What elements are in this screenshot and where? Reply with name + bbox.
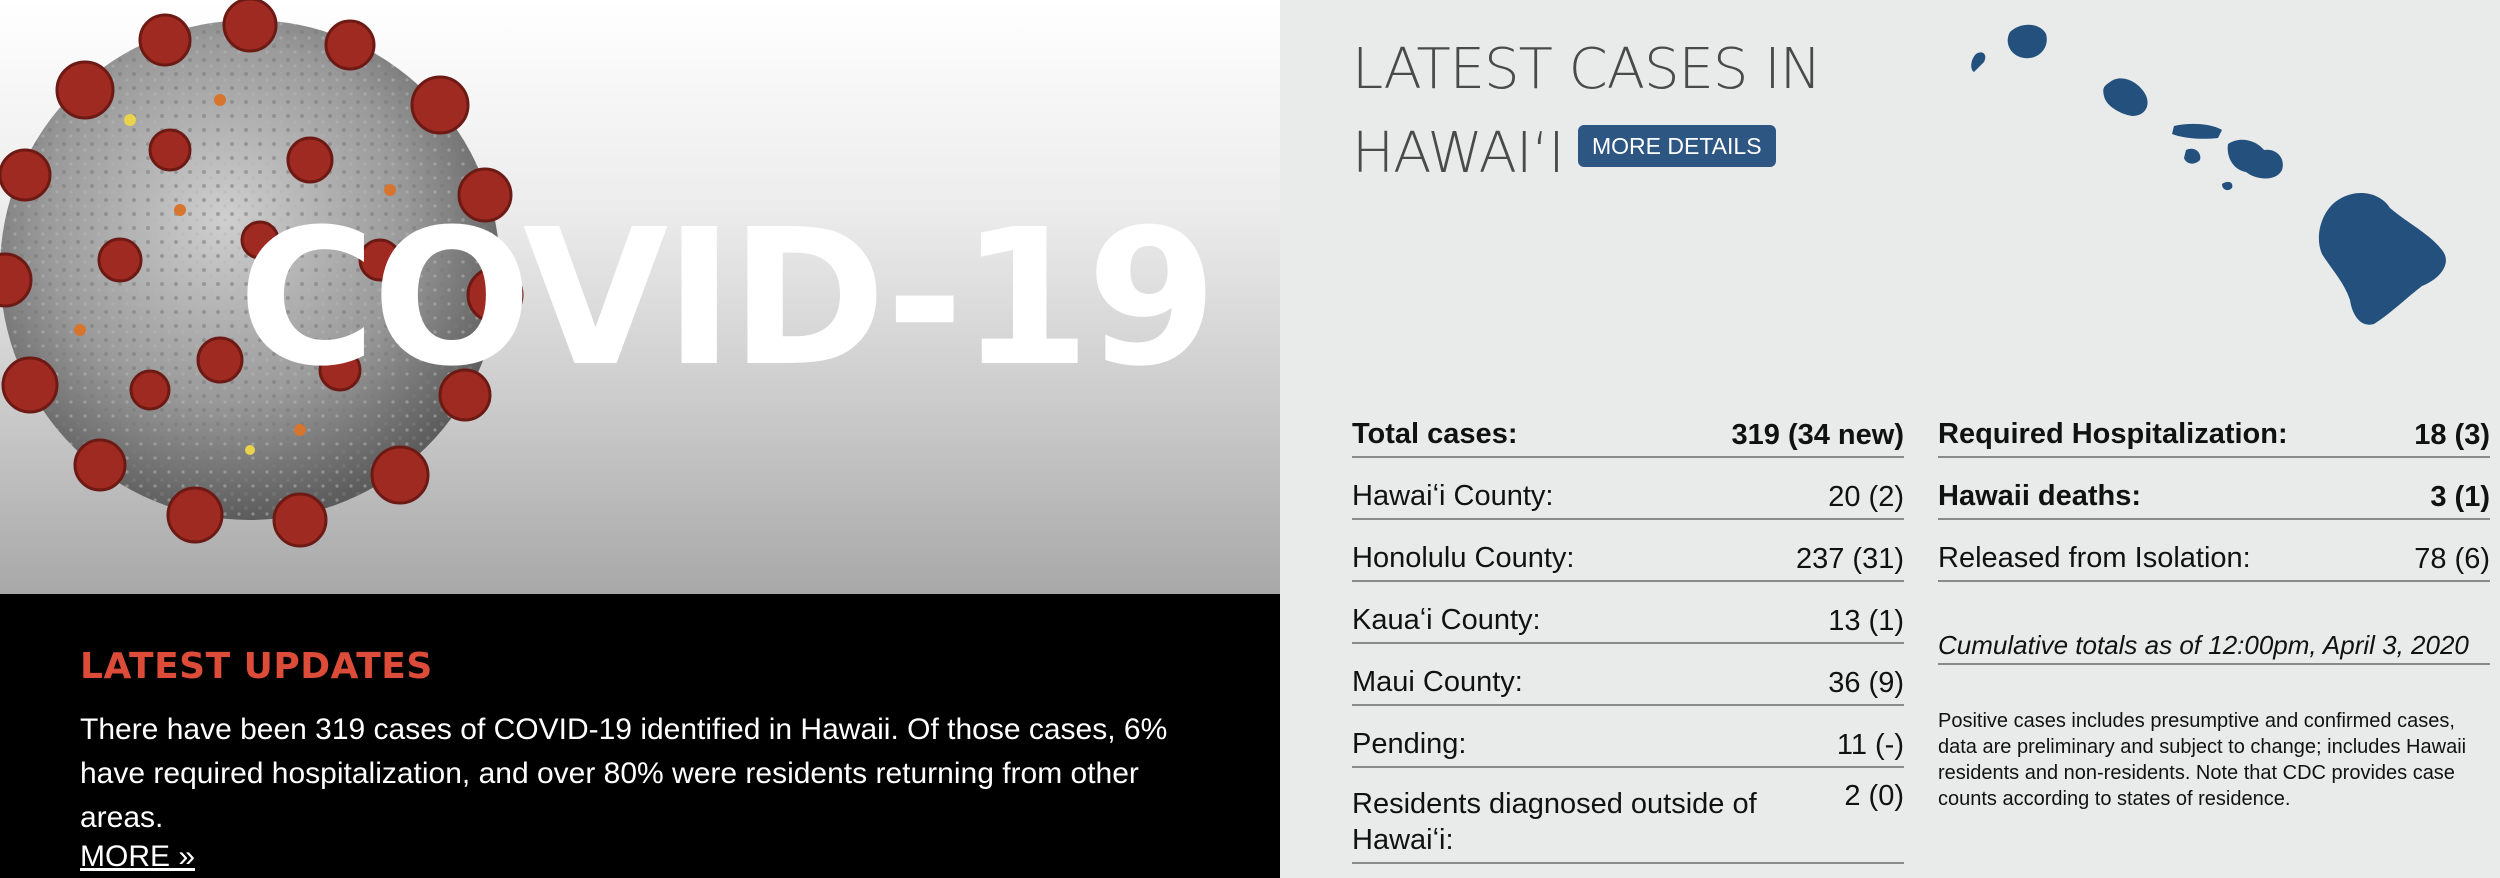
stat-row-kauai-county: Kauaʻi County: 13 (1) — [1352, 586, 1904, 644]
title-line-2: HAWAIʻI — [1352, 121, 1565, 186]
stat-label: Pending: — [1352, 728, 1467, 760]
stat-row-hospitalization: Required Hospitalization: 18 (3) — [1938, 400, 2490, 458]
stat-value: 18 (3) — [2414, 419, 2490, 451]
stat-row-hawaii-county: Hawaiʻi County: 20 (2) — [1352, 462, 1904, 520]
latest-updates-heading: LATEST UPDATES — [80, 646, 433, 687]
coronavirus-illustration — [0, 0, 524, 548]
stat-row-maui-county: Maui County: 36 (9) — [1352, 648, 1904, 706]
stat-value: 78 (6) — [2414, 543, 2490, 575]
title-line-1: LATEST CASES IN — [1352, 37, 1822, 102]
more-link[interactable]: MORE » — [80, 840, 196, 873]
cumulative-totals-note: Cumulative totals as of 12:00pm, April 3… — [1938, 630, 2490, 665]
stat-value: 20 (2) — [1828, 481, 1904, 513]
stat-value: 2 (0) — [1844, 780, 1904, 812]
stat-label: Honolulu County: — [1352, 542, 1575, 574]
stat-label: Hawaiʻi County: — [1352, 480, 1554, 512]
hero-title: COVID-19 — [238, 189, 1217, 408]
stat-value: 11 (-) — [1836, 729, 1904, 761]
stat-row-total: Total cases: 319 (34 new) — [1352, 400, 1904, 458]
latest-updates-text: There have been 319 cases of COVID-19 id… — [80, 713, 1168, 834]
hero-banner: COVID-19 — [0, 0, 1280, 594]
stat-value: 3 (1) — [2430, 481, 2490, 513]
stat-label: Residents diagnosed outside of Hawaiʻi: — [1352, 788, 1757, 856]
stat-label: Maui County: — [1352, 666, 1523, 698]
stat-value: 13 (1) — [1828, 605, 1904, 637]
stat-value: 237 (31) — [1795, 543, 1904, 575]
latest-cases-title: LATEST CASES IN HAWAIʻI — [1352, 28, 1822, 196]
stat-value: 36 (9) — [1828, 667, 1904, 699]
latest-updates-section: LATEST UPDATES There have been 319 cases… — [0, 594, 1280, 878]
stat-label: Released from Isolation: — [1938, 542, 2251, 574]
stat-row-pending: Pending: 11 (-) — [1352, 710, 1904, 768]
stat-label: Required Hospitalization: — [1938, 418, 2288, 450]
hawaii-islands-map-icon — [1971, 24, 2446, 325]
more-details-button[interactable]: MORE DETAILS — [1578, 125, 1776, 167]
stat-row-honolulu-county: Honolulu County: 237 (31) — [1352, 524, 1904, 582]
stat-label: Hawaii deaths: — [1938, 480, 2142, 512]
summary-stats: Required Hospitalization: 18 (3) Hawaii … — [1938, 400, 2490, 586]
county-stats: Total cases: 319 (34 new) Hawaiʻi County… — [1352, 400, 1904, 868]
case-disclaimer: Positive cases includes presumptive and … — [1938, 710, 2467, 810]
stat-value: 319 (34 new) — [1731, 419, 1904, 451]
stat-label: Kauaʻi County: — [1352, 604, 1541, 636]
stat-row-released: Released from Isolation: 78 (6) — [1938, 524, 2490, 582]
stat-label: Total cases: — [1352, 418, 1518, 450]
latest-cases-panel: LATEST CASES IN HAWAIʻI MORE DETAILS Tot… — [1280, 0, 2500, 878]
stat-row-deaths: Hawaii deaths: 3 (1) — [1938, 462, 2490, 520]
stat-row-outside-hawaii: Residents diagnosed outside of Hawaiʻi: … — [1352, 772, 1904, 864]
